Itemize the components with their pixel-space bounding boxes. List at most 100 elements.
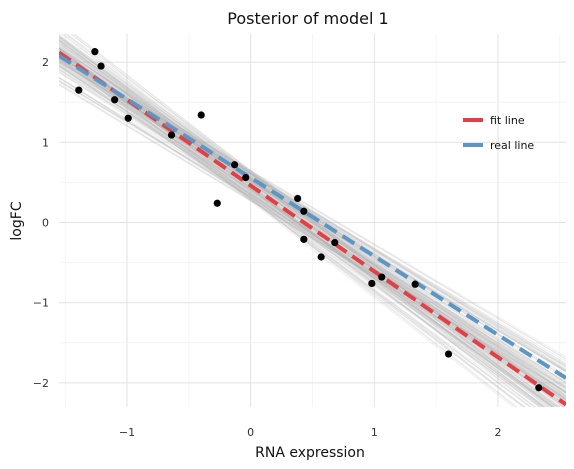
posterior-sample-line: [59, 51, 525, 407]
posterior-sample-line: [59, 55, 566, 384]
data-points: [75, 48, 543, 392]
posterior-sample-line: [59, 48, 551, 407]
posterior-sample-line: [70, 34, 554, 407]
legend-label: fit line: [490, 114, 525, 127]
posterior-sample-line: [59, 56, 542, 407]
posterior-sample-line: [59, 55, 566, 369]
posterior-sample-line: [59, 44, 545, 407]
posterior-sample-line: [59, 83, 566, 393]
posterior-sample-line: [59, 37, 559, 407]
posterior-sample-line: [59, 68, 566, 393]
posterior-sample-line: [59, 58, 566, 399]
posterior-sample-line: [61, 34, 545, 407]
posterior-sample-line: [73, 34, 553, 407]
y-tick-label: −1: [33, 297, 49, 310]
posterior-sample-line: [59, 80, 566, 388]
posterior-sample-line: [59, 46, 566, 400]
posterior-sample-line: [59, 66, 566, 406]
posterior-sample-line: [59, 55, 566, 360]
data-point: [111, 96, 119, 104]
posterior-sample-line: [59, 47, 566, 394]
x-tick-label: 2: [494, 426, 501, 439]
x-tick-labels: −1 0 1 2: [119, 426, 502, 439]
data-point: [535, 384, 543, 392]
posterior-sample-line: [59, 36, 566, 404]
posterior-sample-line: [59, 49, 543, 407]
data-point: [444, 350, 453, 358]
posterior-sample-line: [59, 35, 550, 407]
posterior-sample-line: [59, 65, 559, 407]
posterior-sample-line: [59, 77, 566, 395]
posterior-sample-line: [59, 57, 566, 360]
posterior-sample-line: [59, 68, 566, 383]
posterior-sample-line: [59, 51, 566, 394]
posterior-sample-line: [59, 39, 556, 407]
posterior-sample-line: [59, 47, 517, 407]
posterior-sample-line: [59, 42, 566, 387]
data-point: [230, 161, 239, 169]
data-point: [242, 173, 250, 182]
posterior-sample-line: [59, 47, 526, 407]
posterior-sample-line: [59, 49, 515, 407]
data-point: [167, 131, 176, 139]
data-point: [300, 207, 308, 215]
series-line-fit: [59, 50, 566, 407]
posterior-sample-line: [59, 49, 566, 397]
posterior-sample-line: [59, 54, 557, 407]
posterior-sample-line: [59, 50, 566, 371]
posterior-sample-line: [59, 39, 556, 407]
posterior-sample-line: [59, 40, 537, 407]
data-point: [411, 280, 419, 288]
posterior-sample-line: [59, 61, 566, 365]
posterior-sample-line: [59, 42, 566, 400]
posterior-sample-line: [59, 45, 566, 403]
posterior-sample-line: [59, 64, 566, 407]
posterior-sample-line: [59, 47, 566, 379]
posterior-sample-line: [59, 80, 566, 384]
data-point: [294, 194, 302, 203]
data-point: [124, 114, 132, 122]
posterior-sample-line: [59, 52, 566, 389]
legend: fit line real line: [463, 114, 534, 152]
posterior-sample-line: [59, 35, 566, 393]
posterior-sample-line: [59, 47, 518, 407]
data-point: [317, 253, 325, 261]
posterior-sample-line: [59, 40, 566, 404]
posterior-sample-line: [59, 62, 548, 407]
posterior-sample-line: [59, 53, 562, 407]
posterior-sample-line: [59, 60, 566, 392]
posterior-sample-line: [59, 35, 549, 407]
posterior-sample-line: [59, 58, 536, 407]
posterior-sample-line: [59, 42, 544, 407]
posterior-sample-line: [59, 48, 541, 407]
posterior-sample-line: [59, 42, 547, 407]
posterior-band: [59, 34, 566, 407]
posterior-sample-line: [59, 40, 547, 407]
posterior-sample-line: [59, 63, 566, 376]
chart-title: Posterior of model 1: [227, 9, 388, 28]
data-point: [197, 111, 205, 119]
posterior-sample-line: [59, 79, 566, 388]
posterior-sample-line: [59, 47, 566, 393]
posterior-sample-line: [59, 54, 561, 407]
posterior-sample-line: [59, 65, 566, 394]
posterior-sample-line: [59, 56, 533, 407]
posterior-sample-line: [59, 62, 566, 400]
posterior-sample-line: [59, 52, 566, 371]
posterior-sample-line: [59, 55, 545, 407]
y-tick-label: 0: [42, 217, 49, 230]
data-point: [213, 199, 221, 207]
posterior-sample-line: [59, 59, 559, 407]
posterior-sample-line: [59, 49, 566, 398]
posterior-sample-line: [59, 35, 536, 407]
posterior-sample-line: [59, 81, 566, 389]
posterior-sample-line: [70, 34, 552, 407]
series-line-real: [59, 54, 566, 380]
posterior-sample-line: [59, 77, 566, 385]
posterior-sample-line: [59, 59, 566, 368]
posterior-sample-line: [59, 84, 566, 393]
series-lines: [59, 50, 566, 407]
data-point: [368, 279, 376, 288]
posterior-sample-line: [59, 47, 526, 407]
